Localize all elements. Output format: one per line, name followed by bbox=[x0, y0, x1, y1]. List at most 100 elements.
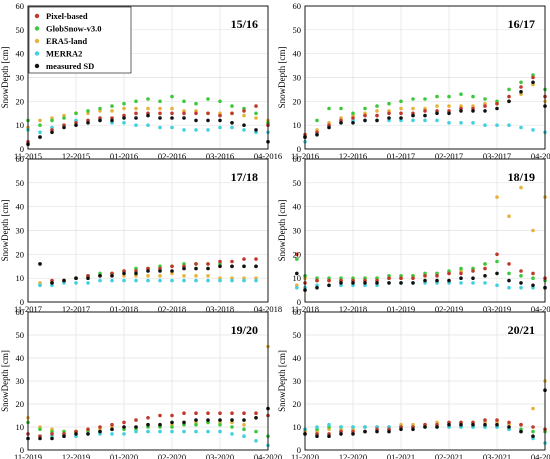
data-point-measured-sd bbox=[62, 125, 66, 130]
data-point-pixel-based bbox=[194, 262, 198, 266]
y-tick-label: 0 bbox=[20, 297, 24, 307]
data-point-pixel-based bbox=[423, 109, 427, 113]
data-point-merra2 bbox=[158, 278, 162, 283]
data-point-merra2 bbox=[170, 125, 174, 130]
data-point-measured-sd bbox=[423, 113, 427, 118]
data-point-measured-sd bbox=[206, 118, 210, 123]
data-point-measured-sd bbox=[170, 116, 174, 120]
x-tick-label: 01-2019 bbox=[387, 304, 415, 314]
y-tick-label: 60 bbox=[293, 307, 302, 317]
plot-frame bbox=[27, 5, 269, 150]
data-point-measured-sd bbox=[50, 281, 54, 285]
x-tick-label: 11-2016 bbox=[291, 151, 319, 161]
data-point-merra2 bbox=[327, 422, 331, 427]
y-axis-label: SnowDepth [cm] bbox=[277, 350, 287, 412]
data-point-measured-sd bbox=[122, 425, 126, 429]
data-point-measured-sd bbox=[411, 281, 415, 285]
data-point-globsnow-v3-0 bbox=[507, 271, 511, 276]
data-point-merra2 bbox=[218, 429, 222, 434]
data-point-globsnow-v3-0 bbox=[531, 276, 535, 281]
data-point-merra2 bbox=[194, 128, 198, 132]
data-point-merra2 bbox=[471, 121, 475, 125]
data-point-measured-sd bbox=[122, 271, 126, 276]
y-tick-label: 20 bbox=[16, 249, 25, 259]
data-point-merra2 bbox=[74, 281, 78, 285]
data-point-era5-land bbox=[146, 274, 150, 278]
data-point-pixel-based bbox=[387, 111, 391, 116]
y-tick-label: 40 bbox=[16, 202, 25, 212]
y-tick-label: 50 bbox=[293, 178, 302, 188]
y-tick-label: 40 bbox=[293, 202, 302, 212]
data-point-measured-sd bbox=[146, 269, 150, 273]
y-tick-label: 30 bbox=[293, 226, 302, 236]
data-point-pixel-based bbox=[363, 113, 367, 118]
data-point-merra2 bbox=[206, 429, 210, 434]
data-point-era5-land bbox=[122, 106, 126, 111]
y-tick-label: 20 bbox=[293, 96, 302, 106]
data-point-merra2 bbox=[134, 429, 138, 434]
y-tick-label: 30 bbox=[16, 73, 25, 83]
data-point-pixel-based bbox=[531, 271, 535, 276]
data-point-pixel-based bbox=[315, 278, 319, 283]
data-point-measured-sd bbox=[351, 121, 355, 125]
data-point-era5-land bbox=[242, 422, 246, 427]
y-tick-label: 50 bbox=[16, 330, 25, 340]
data-point-pixel-based bbox=[495, 101, 499, 106]
data-point-measured-sd bbox=[170, 420, 174, 425]
data-point-merra2 bbox=[435, 118, 439, 123]
data-point-globsnow-v3-0 bbox=[146, 97, 150, 101]
data-point-globsnow-v3-0 bbox=[254, 111, 258, 116]
data-point-measured-sd bbox=[242, 264, 246, 269]
legend-marker bbox=[34, 63, 40, 69]
data-point-globsnow-v3-0 bbox=[327, 106, 331, 111]
data-point-measured-sd bbox=[146, 422, 150, 427]
data-point-pixel-based bbox=[122, 420, 126, 425]
x-tick-label: 02-2016 bbox=[158, 151, 186, 161]
data-point-era5-land bbox=[375, 109, 379, 113]
data-point-measured-sd bbox=[483, 109, 487, 113]
data-point-globsnow-v3-0 bbox=[206, 97, 210, 101]
data-point-globsnow-v3-0 bbox=[38, 123, 42, 127]
data-point-measured-sd bbox=[387, 281, 391, 285]
data-point-measured-sd bbox=[483, 422, 487, 427]
data-point-measured-sd bbox=[327, 125, 331, 130]
season-label: 17/18 bbox=[231, 170, 258, 184]
data-point-measured-sd bbox=[62, 434, 66, 439]
data-point-pixel-based bbox=[206, 262, 210, 266]
data-point-measured-sd bbox=[495, 271, 499, 276]
data-point-measured-sd bbox=[531, 80, 535, 85]
data-point-measured-sd bbox=[50, 436, 54, 441]
data-point-measured-sd bbox=[218, 418, 222, 422]
data-point-globsnow-v3-0 bbox=[483, 97, 487, 101]
data-point-globsnow-v3-0 bbox=[182, 99, 186, 104]
data-point-globsnow-v3-0 bbox=[50, 118, 54, 123]
data-point-globsnow-v3-0 bbox=[254, 429, 258, 434]
data-point-measured-sd bbox=[254, 264, 258, 269]
data-point-globsnow-v3-0 bbox=[194, 422, 198, 427]
data-point-merra2 bbox=[218, 125, 222, 130]
data-point-pixel-based bbox=[50, 432, 54, 436]
data-point-measured-sd bbox=[435, 425, 439, 429]
data-point-merra2 bbox=[459, 281, 463, 285]
data-point-measured-sd bbox=[495, 422, 499, 427]
legend-marker bbox=[34, 38, 40, 44]
data-point-measured-sd bbox=[471, 422, 475, 427]
data-point-globsnow-v3-0 bbox=[459, 92, 463, 96]
data-point-era5-land bbox=[134, 106, 138, 111]
data-point-measured-sd bbox=[315, 434, 319, 439]
data-point-globsnow-v3-0 bbox=[471, 94, 475, 99]
data-point-pixel-based bbox=[531, 75, 535, 80]
data-point-pixel-based bbox=[375, 113, 379, 118]
x-tick-label: 04-2016 bbox=[254, 151, 282, 161]
data-point-measured-sd bbox=[86, 276, 90, 281]
data-point-pixel-based bbox=[423, 274, 427, 278]
data-point-pixel-based bbox=[182, 411, 186, 416]
data-point-globsnow-v3-0 bbox=[194, 101, 198, 106]
x-tick-label: 01-2021 bbox=[387, 452, 415, 459]
data-point-measured-sd bbox=[531, 434, 535, 439]
y-tick-label: 60 bbox=[16, 1, 25, 11]
data-point-pixel-based bbox=[86, 427, 90, 432]
data-point-measured-sd bbox=[375, 429, 379, 434]
